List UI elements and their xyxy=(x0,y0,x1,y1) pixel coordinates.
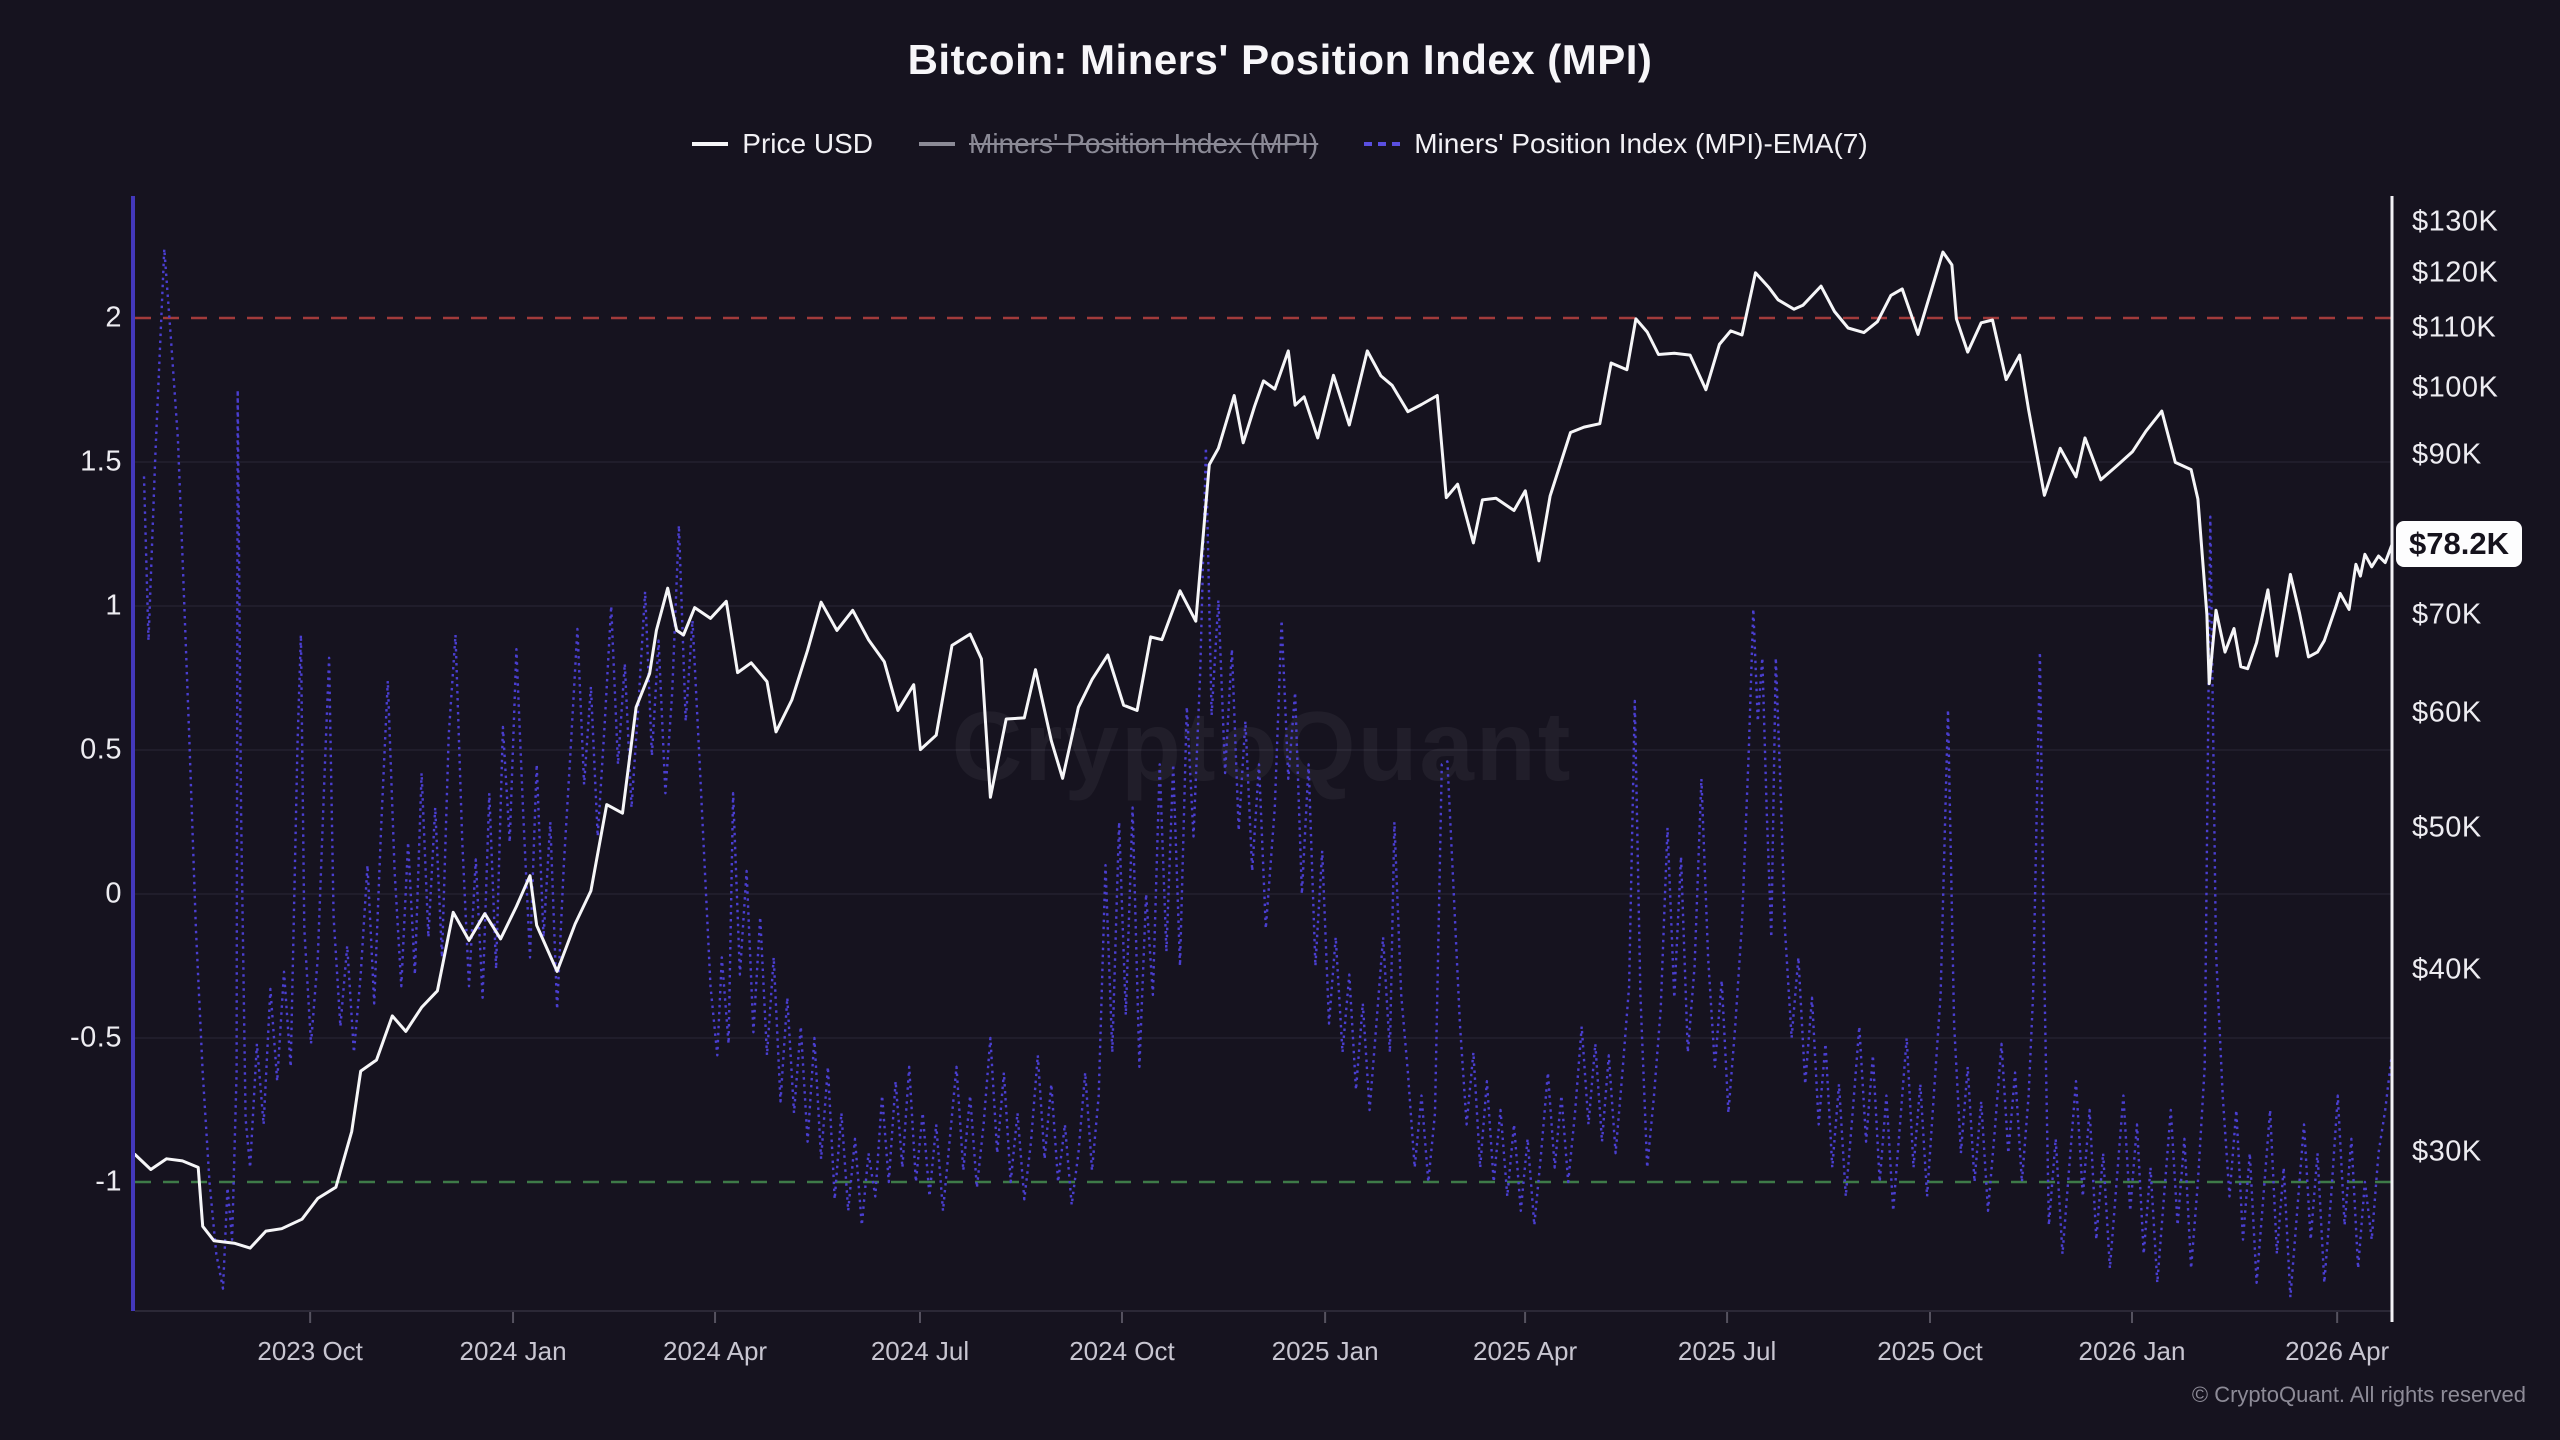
legend-marker-icon xyxy=(692,142,729,146)
date-axis-tick-label: 2025 Jul xyxy=(1677,1336,1777,1366)
legend-item-2[interactable]: Miners' Position Index (MPI)-EMA(7) xyxy=(1364,128,1868,160)
legend-label: Miners' Position Index (MPI) xyxy=(969,128,1319,159)
date-axis-tick-label: 2025 Oct xyxy=(1877,1336,1983,1366)
price-axis-tick-label: $100K xyxy=(2412,371,2499,404)
legend: Price USD Miners' Position Index (MPI) Min… xyxy=(0,128,2560,160)
date-axis-tick-label: 2025 Jan xyxy=(1271,1336,1379,1366)
legend-label: Miners' Position Index (MPI)-EMA(7) xyxy=(1414,128,1868,159)
legend-item-1[interactable]: Miners' Position Index (MPI) xyxy=(919,128,1318,160)
legend-marker-icon xyxy=(919,142,955,146)
legend-marker-icon xyxy=(1364,142,1401,146)
gridlines xyxy=(135,461,2392,1039)
price-axis-tick-label: $50K xyxy=(2412,811,2482,844)
x-axis-ticks xyxy=(309,1311,2339,1323)
price-axis-tick-label: $60K xyxy=(2412,696,2482,729)
copyright-text: © CryptoQuant. All rights reserved xyxy=(2191,1382,2526,1407)
price-series-line xyxy=(133,250,2394,1250)
mpi-axis-tick-label: 0 xyxy=(105,877,122,910)
date-axis-tick-label: 2024 Jul xyxy=(870,1336,970,1366)
mpi-ema-series-line xyxy=(142,247,2394,1299)
date-axis-tick-label: 2024 Apr xyxy=(663,1336,768,1366)
price-axis-tick-label: $70K xyxy=(2412,598,2482,631)
legend-label: Price USD xyxy=(742,128,873,159)
price-axis-tick-label: $110K xyxy=(2412,311,2497,344)
price-axis-tick-label: $90K xyxy=(2412,438,2482,471)
date-axis-tick-label: 2025 Apr xyxy=(1473,1336,1578,1366)
mpi-axis-tick-label: -0.5 xyxy=(70,1021,122,1054)
watermark-text: CryptoQuant xyxy=(952,691,1573,801)
price-axis-tick-label: $40K xyxy=(2412,953,2482,986)
date-axis-tick-label: 2024 Jan xyxy=(459,1336,567,1366)
date-axis-tick-label: 2023 Oct xyxy=(257,1336,363,1366)
price-axis-tick-label: $130K xyxy=(2412,205,2499,238)
legend-item-0[interactable]: Price USD xyxy=(692,128,873,160)
mpi-axis-tick-label: 2 xyxy=(105,301,122,334)
mpi-axis-tick-label: 1.5 xyxy=(80,445,122,478)
price-axis-tick-label: $120K xyxy=(2412,256,2499,289)
mpi-axis-tick-label: 1 xyxy=(105,589,122,622)
date-axis-tick-label: 2026 Apr xyxy=(2285,1336,2390,1366)
date-axis-tick-label: 2024 Oct xyxy=(1069,1336,1175,1366)
price-axis-tick-label: $30K xyxy=(2412,1135,2482,1168)
mpi-axis-tick-label: 0.5 xyxy=(80,733,122,766)
chart-title: Bitcoin: Miners' Position Index (MPI) xyxy=(907,36,1653,83)
last-price-badge: $78.2K xyxy=(2396,521,2522,568)
mpi-axis-tick-label: -1 xyxy=(95,1165,122,1198)
date-axis-tick-label: 2026 Jan xyxy=(2078,1336,2186,1366)
